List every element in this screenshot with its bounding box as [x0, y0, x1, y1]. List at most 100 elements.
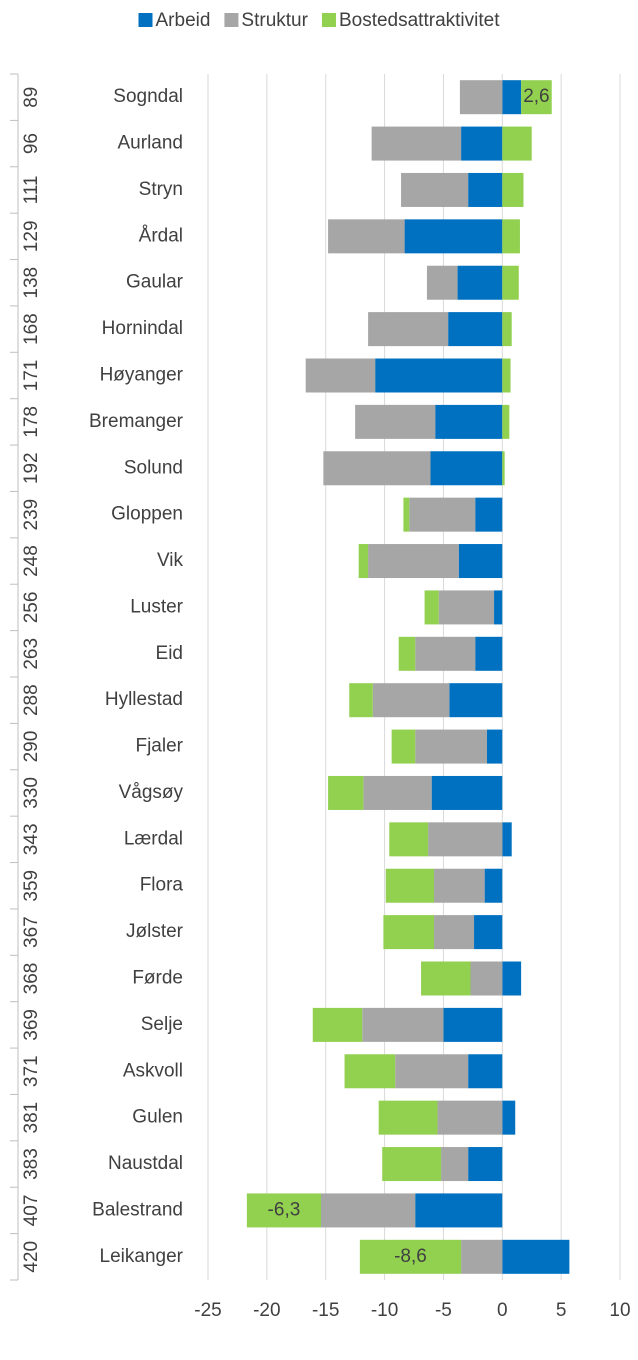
category-label: Eid: [156, 643, 183, 664]
category-label: Selje: [141, 1014, 183, 1035]
bar-segment: [475, 497, 503, 532]
rank-label: 343: [21, 823, 42, 855]
legend-label: Bostedsattraktivitet: [339, 10, 500, 31]
data-label: -6,3: [268, 1199, 301, 1220]
bar-segment: [395, 1054, 469, 1089]
bar-segment: [328, 219, 405, 254]
rank-label: 407: [21, 1195, 42, 1227]
rank-label: 288: [21, 684, 42, 716]
bar-segment: [470, 961, 503, 996]
legend-label: Arbeid: [156, 10, 211, 31]
rank-label: 178: [21, 406, 42, 438]
category-label: Hornindal: [102, 318, 183, 339]
legend: Arbeid Struktur Bostedsattraktivitet: [138, 10, 500, 31]
bar-segment: [443, 1007, 503, 1042]
bar-segment: [328, 775, 364, 810]
bar-segment: [468, 1054, 503, 1089]
category-label: Stryn: [139, 179, 183, 200]
category-label: Lærdal: [124, 828, 183, 849]
rank-label: 330: [21, 777, 42, 809]
bar-segment: [378, 1100, 438, 1135]
bar-segment: [475, 636, 503, 671]
bar-segment: [312, 1007, 363, 1042]
bar-segment: [372, 683, 450, 718]
bar-segment: [502, 80, 522, 115]
bar-segment: [502, 961, 522, 996]
rank-label: 96: [21, 133, 42, 154]
bar-segment: [461, 126, 503, 161]
bar-segment: [385, 868, 435, 903]
bar-segment: [431, 775, 503, 810]
bar-segment: [426, 265, 458, 300]
rank-label: 369: [21, 1009, 42, 1041]
x-tick-label: -15: [312, 1300, 339, 1321]
x-tick-label: -10: [371, 1300, 398, 1321]
category-label: Hyllestad: [105, 689, 183, 710]
bar-segment: [502, 1100, 516, 1135]
x-tick-label: 10: [609, 1300, 630, 1321]
bar-segment: [437, 1100, 503, 1135]
bar-segment: [502, 404, 510, 439]
x-tick-label: 0: [497, 1300, 508, 1321]
bar-segment: [474, 915, 503, 950]
bar-segment: [502, 126, 532, 161]
bar-segment: [428, 822, 503, 857]
rank-label: 263: [21, 638, 42, 670]
bar-segment: [458, 544, 503, 579]
rank-label: 359: [21, 870, 42, 902]
rank-label: 192: [21, 452, 42, 484]
rank-label: 248: [21, 545, 42, 577]
bar-segment: [502, 265, 519, 300]
rank-label: 138: [21, 267, 42, 299]
bar-segment: [502, 312, 512, 347]
legend-swatch: [224, 13, 239, 27]
category-label: Flora: [140, 875, 184, 896]
bar-segment: [502, 358, 511, 393]
bar-segment: [363, 775, 432, 810]
bar-segment: [468, 1147, 503, 1182]
rank-label: 168: [21, 313, 42, 345]
bar-segment: [502, 451, 505, 486]
bar-segment: [434, 915, 475, 950]
bar-segment: [521, 80, 552, 115]
bar-segment: [486, 729, 503, 764]
bar-segment: [401, 172, 469, 207]
bar-segment: [415, 729, 487, 764]
category-label: Balestrand: [92, 1199, 183, 1220]
bar-segment: [349, 683, 373, 718]
rank-label: 89: [21, 87, 42, 108]
rank-label: 129: [21, 220, 42, 252]
bar-segment: [323, 451, 431, 486]
category-label: Høyanger: [100, 365, 184, 386]
bar-segment: [305, 358, 376, 393]
category-label: Gloppen: [111, 504, 183, 525]
category-label: Fjaler: [135, 736, 183, 757]
bar-segment: [358, 544, 369, 579]
bar-segment: [368, 544, 459, 579]
rank-label: 383: [21, 1148, 42, 1180]
rank-label: 420: [21, 1241, 42, 1273]
category-label: Sogndal: [113, 86, 183, 107]
data-label: -8,6: [394, 1246, 427, 1267]
bar-segment: [459, 80, 503, 115]
x-tick-label: -5: [435, 1300, 452, 1321]
bar-segment: [355, 404, 436, 439]
bar-segment: [375, 358, 503, 393]
legend-swatch: [138, 13, 153, 27]
bar-segment: [362, 1007, 444, 1042]
bar-segment: [494, 590, 503, 625]
bar-segment: [448, 312, 503, 347]
rank-label: 367: [21, 916, 42, 948]
bar-segment: [404, 219, 503, 254]
x-tick-label: -25: [194, 1300, 221, 1321]
bar-segment: [461, 1239, 503, 1274]
bar-segment: [359, 1239, 462, 1274]
bar-segment: [368, 312, 449, 347]
category-label: Luster: [130, 596, 183, 617]
bar-segment: [457, 265, 503, 300]
bar-segment: [398, 636, 416, 671]
bar-segment: [321, 1193, 416, 1228]
category-label: Solund: [124, 457, 183, 478]
legend-swatch: [321, 13, 336, 27]
